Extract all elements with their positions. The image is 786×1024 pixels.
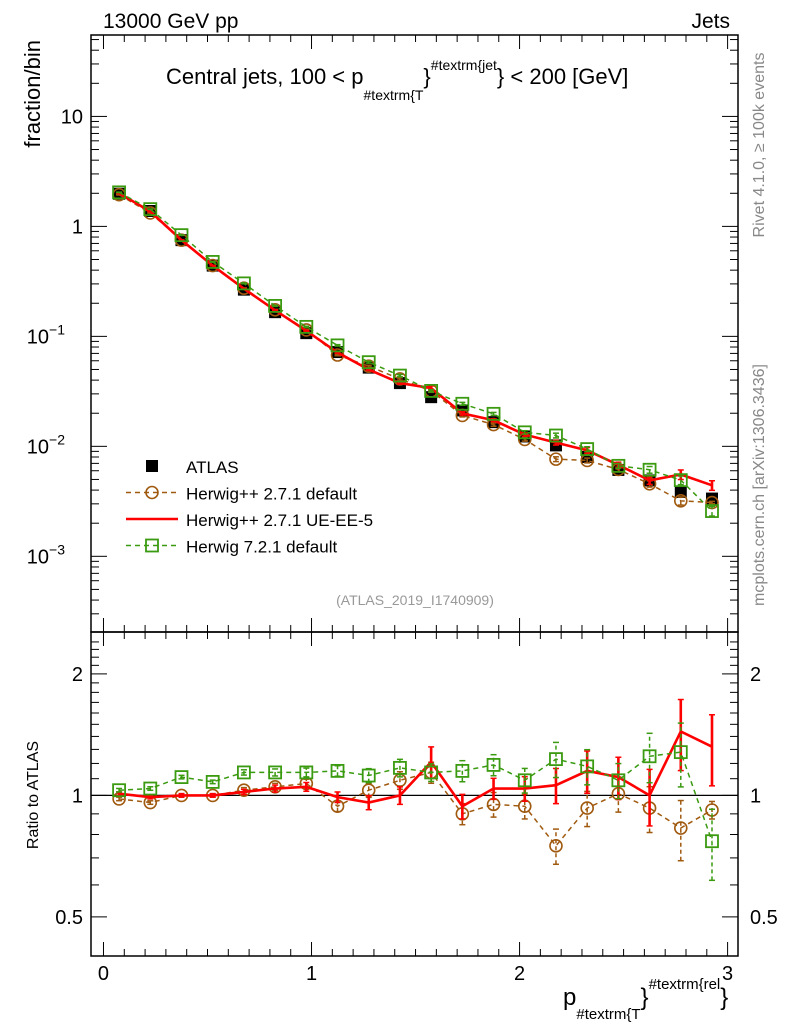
y-tick-label: 10−3 [27, 541, 65, 568]
ratio-tick-label: 1 [72, 785, 83, 807]
ratio-tick-label: 0.5 [55, 907, 83, 929]
xlabel-sup: #textrm{rel [649, 976, 721, 993]
main-series-2-point [673, 473, 688, 488]
main-series-2-point [237, 276, 251, 291]
header-right: Jets [691, 10, 730, 33]
main-series-2-point [705, 504, 719, 518]
ratio-series-2-point [112, 783, 126, 798]
ratio-series-2-point [580, 759, 595, 774]
main-series-1-line [118, 192, 713, 487]
main-series-2-point [299, 319, 314, 334]
main-series-2-point [486, 406, 501, 421]
xlabel-sub: #textrm{T [576, 1006, 640, 1023]
x-axis-label: p#textrm{T}#textrm{rel} [563, 976, 728, 1023]
xlabel-post: } [720, 984, 728, 1011]
ratio-series-2-point [361, 768, 376, 783]
legend-label: Herwig 7.2.1 default [186, 538, 337, 557]
y-axis-label: fraction/bin [20, 40, 45, 148]
ratio-tick-label-right: 2 [750, 664, 761, 686]
ratio-series-2-point [673, 745, 688, 760]
y-tick-label: 10 [61, 106, 83, 128]
main-series-2-point [549, 428, 563, 443]
ratio-tick-label: 2 [72, 664, 83, 686]
main-series-2-point [330, 338, 345, 353]
main-series-2-point [143, 202, 158, 217]
main-series-2-point [642, 462, 657, 477]
main-series-2-point [361, 355, 376, 370]
ratio-series-2-point [268, 765, 283, 780]
ratio-series-2-point [143, 781, 158, 796]
main-series-2-point [174, 228, 189, 243]
rivet-text: Rivet 4.1.0, ≥ 100k events [751, 53, 768, 238]
ratio-series-2-point [549, 752, 563, 767]
ratio-series-0-point [673, 821, 688, 835]
ratio-panel-frame [90, 631, 739, 957]
ratio-series-2-point [642, 749, 657, 764]
main-series-2-point [455, 396, 470, 411]
x-tick-label: 2 [514, 963, 525, 985]
main-series-2-point [611, 458, 626, 473]
ratio-series-0-point [549, 839, 563, 853]
main-series-2-point [268, 299, 283, 313]
legend-marker [145, 538, 159, 553]
ratio-axis-label: Ratio to ATLAS [25, 741, 42, 849]
xlabel-pre: p [563, 984, 576, 1011]
main-series-2-point [424, 384, 439, 398]
y-tick-label: 1 [72, 216, 83, 238]
ratio-series-0-point [580, 801, 594, 815]
legend-label: Herwig++ 2.7.1 UE-EE-5 [186, 511, 373, 530]
chart-title: Central jets, 100 < p#textrm{T}#textrm{j… [166, 57, 628, 103]
main-series-0-point [549, 452, 563, 466]
ratio-series-2-point [299, 765, 314, 780]
header-left: 13000 GeV pp [103, 10, 238, 33]
ratio-series-2-point [330, 763, 345, 778]
y-tick-label: 10−2 [27, 431, 65, 458]
x-tick-label: 1 [306, 963, 317, 985]
ratio-series-2-point [517, 773, 532, 788]
title-post: } < 200 [GeV] [497, 64, 628, 89]
x-tick-label: 0 [98, 963, 109, 985]
ratio-series-2-point [205, 775, 220, 789]
main-series-2-point [517, 425, 532, 440]
legend-atlas-marker [146, 460, 158, 472]
main-series-0-line [118, 194, 713, 504]
legend-label: Herwig++ 2.7.1 default [186, 485, 357, 504]
ratio-series-0-line [118, 771, 713, 848]
main-series-2-point [393, 368, 407, 383]
x-tick-label: 3 [722, 963, 733, 985]
ratio-tick-label-right: 0.5 [750, 907, 778, 929]
title-sub: #textrm{T [364, 87, 424, 103]
ratio-series-2-point [424, 765, 439, 780]
main-series-2-point [112, 185, 126, 200]
ratio-series-2-point [705, 834, 719, 849]
ratio-series-0-point [268, 780, 282, 794]
ratio-series-2-point [174, 770, 189, 784]
title-sup: #textrm{jet [431, 57, 497, 73]
ratio-tick-label-right: 1 [750, 785, 761, 807]
analysis-id: (ATLAS_2019_I1740909) [336, 592, 494, 608]
ratio-series-2-point [393, 760, 407, 775]
legend-marker [145, 485, 159, 500]
title-mid: } [423, 64, 430, 89]
main-series-2-point [205, 255, 220, 269]
main-series-0-point [673, 494, 688, 508]
title-pre: Central jets, 100 < p [166, 64, 364, 89]
y-tick-label: 10−1 [27, 321, 65, 348]
xlabel-mid: } [641, 984, 649, 1011]
ratio-series-2-point [455, 763, 470, 778]
main-series-2-point [580, 442, 595, 456]
legend-label: ATLAS [186, 458, 239, 477]
ratio-series-2-point [611, 773, 626, 788]
mcplots-text: mcplots.cern.ch [arXiv:1306.3436] [751, 364, 768, 606]
ratio-series-2-point [486, 758, 501, 772]
ratio-series-2-point [237, 765, 251, 780]
